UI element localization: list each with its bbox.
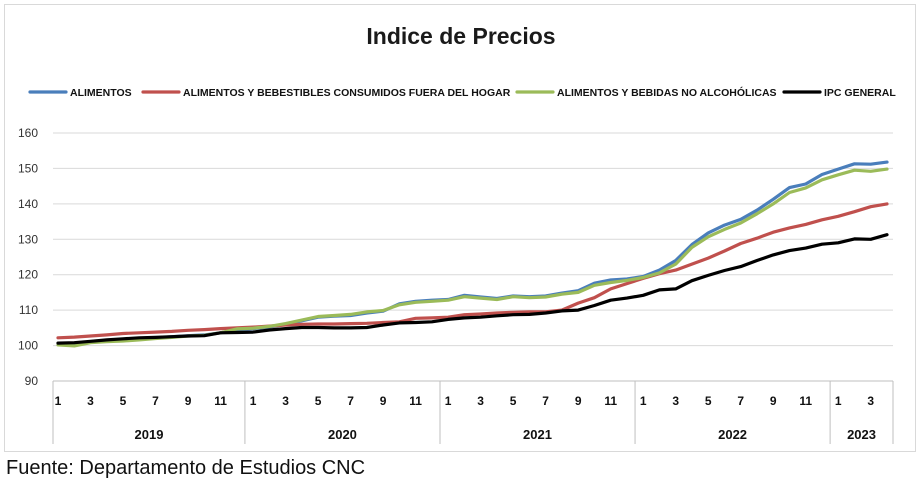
month-tick-label: 11 (409, 394, 422, 408)
chart-title: Indice de Precios (366, 23, 556, 49)
chart-frame: Indice de Precios 90 100 110 120 130 140 150 16… (4, 4, 916, 452)
month-tick-label: 1 (835, 394, 842, 408)
y-tick-label: 110 (19, 303, 38, 317)
legend-label: ALIMENTOS (70, 87, 132, 99)
legend-label: IPC GENERAL (824, 87, 896, 99)
month-tick-label: 9 (380, 394, 387, 408)
month-tick-label: 9 (575, 394, 582, 408)
series-line (56, 202, 889, 340)
y-tick-label: 90 (25, 374, 39, 388)
year-label: 2023 (847, 427, 876, 442)
month-tick-label: 11 (799, 394, 812, 408)
month-tick-label: 9 (185, 394, 192, 408)
month-tick-label: 5 (315, 394, 322, 408)
month-tick-label: 5 (705, 394, 712, 408)
y-tick-label: 130 (18, 232, 38, 246)
month-tick-label: 1 (55, 394, 62, 408)
month-tick-label: 1 (640, 394, 647, 408)
month-tick-label: 3 (87, 394, 94, 408)
y-tick-label: 150 (18, 161, 38, 175)
month-tick-label: 11 (214, 394, 227, 408)
month-tick-label: 5 (120, 394, 127, 408)
month-tick-label: 1 (250, 394, 257, 408)
y-tick-label: 100 (18, 339, 38, 353)
month-tick-label: 7 (152, 394, 159, 408)
month-tick-label: 3 (672, 394, 679, 408)
y-tick-label: 120 (18, 268, 38, 282)
month-tick-label: 3 (867, 394, 874, 408)
series-line (56, 233, 889, 345)
legend-label: ALIMENTOS Y BEBIDAS NO ALCOHÓLICAS (557, 86, 777, 99)
month-tick-label: 3 (477, 394, 484, 408)
month-tick-label: 7 (542, 394, 549, 408)
legend-label: ALIMENTOS Y BEBESTIBLES CONSUMIDOS FUERA… (183, 87, 511, 99)
y-tick-label: 160 (18, 126, 38, 140)
month-tick-label: 7 (347, 394, 354, 408)
source-note: Fuente: Departamento de Estudios CNC (6, 457, 366, 479)
year-label: 2021 (523, 427, 552, 442)
month-tick-label: 9 (770, 394, 777, 408)
month-tick-label: 3 (282, 394, 289, 408)
year-label: 2022 (718, 427, 747, 442)
month-tick-label: 1 (445, 394, 452, 408)
y-tick-label: 140 (18, 197, 38, 211)
year-label: 2020 (328, 427, 357, 442)
year-label: 2019 (135, 427, 164, 442)
month-tick-label: 7 (737, 394, 744, 408)
month-tick-label: 5 (510, 394, 517, 408)
month-tick-label: 11 (604, 394, 617, 408)
